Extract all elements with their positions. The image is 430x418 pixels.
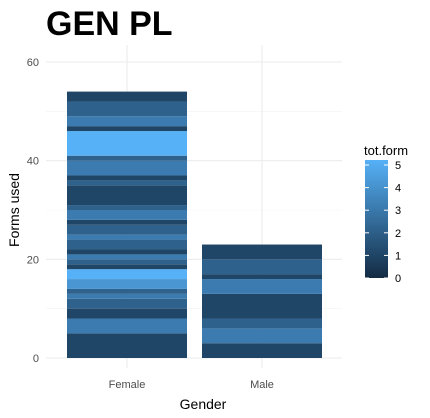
bar-segment-female <box>67 210 187 220</box>
bar-segment-male <box>202 318 322 329</box>
bar-segment-male <box>202 274 322 280</box>
y-tick-label: 40 <box>27 156 39 168</box>
bar-segment-female <box>67 254 187 260</box>
legend-ticks: 0 1 2 3 4 5 <box>365 160 401 285</box>
bar-segment-female <box>67 249 187 255</box>
x-axis-tick-labels: Female Male <box>109 379 274 391</box>
bar-segment-female <box>67 126 187 132</box>
legend-tick-label: 5 <box>395 160 401 172</box>
x-axis-title: Gender <box>180 396 227 412</box>
legend-tick-label: 4 <box>395 183 401 195</box>
bar-segment-male <box>202 293 322 319</box>
bar-segment-female <box>67 234 187 240</box>
x-tick-label-male: Male <box>250 379 274 391</box>
bar-segment-female <box>67 160 187 176</box>
bar-segment-male <box>202 343 322 358</box>
bar-segment-female <box>67 175 187 181</box>
bar-segment-female <box>67 219 187 225</box>
legend-colorbar <box>365 160 388 278</box>
y-axis-title: Forms used <box>6 173 22 247</box>
legend-tick-label: 3 <box>395 205 401 217</box>
bar-segment-female <box>67 318 187 334</box>
bar-segment-female <box>67 131 187 156</box>
bar-segment-female <box>67 288 187 294</box>
bar-segment-female <box>67 333 187 358</box>
bar-segment-female <box>67 205 187 210</box>
chart-title: GEN PL <box>46 5 173 43</box>
bar-segment-female <box>67 239 187 250</box>
bar-segment-female <box>67 101 187 117</box>
legend-title: tot.form <box>364 143 408 158</box>
y-tick-label: 60 <box>27 57 39 69</box>
y-axis-tick-labels: 0 20 40 60 <box>27 57 39 365</box>
bar-segment-female <box>67 308 187 319</box>
bar-segment-male <box>202 259 322 275</box>
bar-segment-female <box>67 116 187 127</box>
bar-segment-female <box>67 298 187 309</box>
bar-segment-female <box>67 180 187 186</box>
bar-segment-female <box>67 259 187 265</box>
bar-segments <box>67 91 322 358</box>
bar-segment-female <box>67 269 187 280</box>
legend-tick-label: 0 <box>395 273 401 285</box>
bar-segment-male <box>202 279 322 294</box>
y-tick-label: 0 <box>33 353 39 365</box>
bar-segment-female <box>67 155 187 161</box>
bar-segment-female <box>67 293 187 299</box>
legend-tick-label: 1 <box>395 250 401 262</box>
bar-segment-female <box>67 185 187 206</box>
bar-segment-male <box>202 244 322 260</box>
y-tick-label: 20 <box>27 254 39 266</box>
x-tick-label-female: Female <box>109 379 146 391</box>
bar-segment-female <box>67 264 187 270</box>
bar-segment-female <box>67 279 187 289</box>
legend-tick-label: 2 <box>395 228 401 240</box>
bar-segment-female <box>67 224 187 235</box>
bar-segment-male <box>202 328 322 344</box>
bar-segment-female <box>67 91 187 102</box>
